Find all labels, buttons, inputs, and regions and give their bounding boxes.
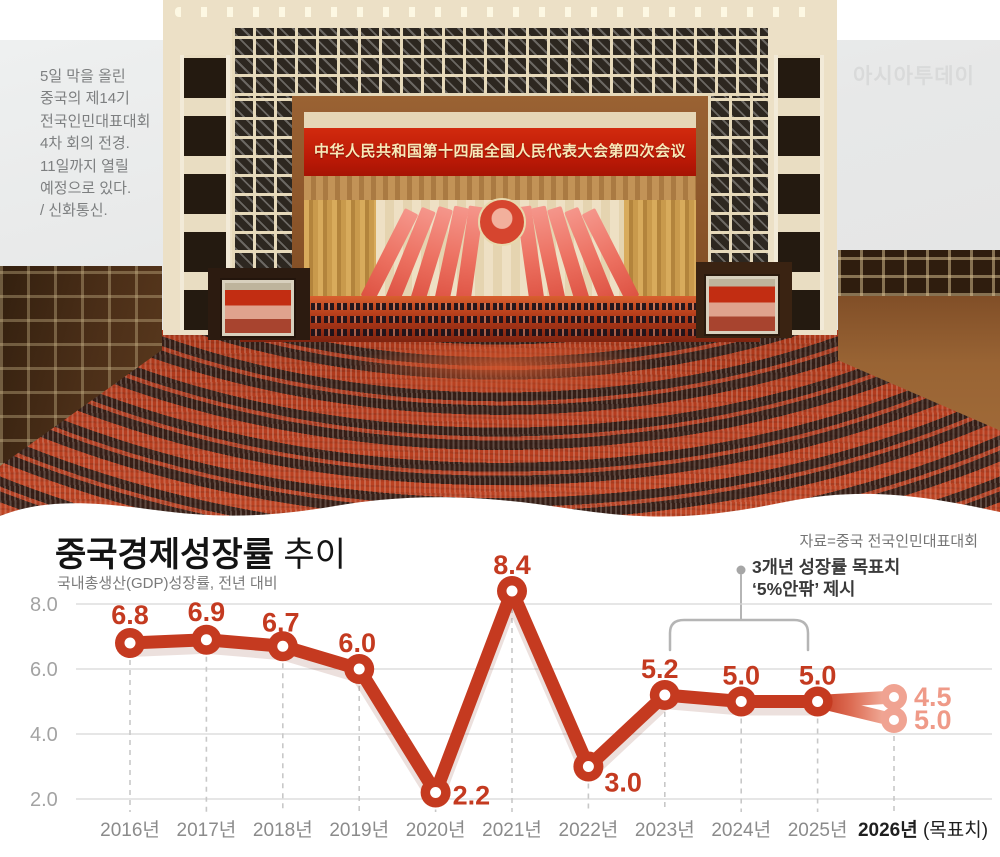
caption-line: 11일까지 열릴 [40,157,129,175]
national-emblem [478,198,526,246]
data-point-hole [200,634,212,646]
presidium-dais [240,296,760,342]
data-point-hole [506,585,518,597]
x-axis-label: 2016년 [100,819,160,841]
right-wall-windows [838,250,1000,296]
carpet-highlight [300,345,700,415]
x-axis-label: 2017년 [177,819,237,841]
y-axis-tick-label: 4.0 [30,724,58,746]
banner-wood-strip [304,176,696,200]
ceiling-lights [175,7,825,17]
data-point-hole [735,696,747,707]
caption-line: 5일 막을 올린 [40,68,126,85]
chart-subtitle: 국내총생산(GDP)성장률, 전년 대비 [57,575,278,592]
value-label: 6.0 [338,628,376,658]
coffered-band-top [232,28,768,96]
x-axis-label: 2024년 [711,819,771,841]
y-axis-tick-label: 2.0 [30,789,58,811]
annotation-line-2: ‘5%안팎’ 제시 [752,579,856,599]
chart-title-regular: 추이 [273,536,346,574]
data-point-hole [353,663,365,675]
value-label: 3.0 [604,768,642,798]
forecast-point-hole [889,715,899,725]
chart-title-bold: 중국경제성장률 [55,536,274,574]
x-axis-label: 2021년 [482,819,542,841]
x-axis-label: 2022년 [559,819,619,841]
caption-line: 중국의 제14기 [40,90,130,108]
value-label: 2.2 [453,781,491,811]
photo-torn-edge [0,493,1000,552]
value-label: 6.7 [262,607,300,637]
data-point-hole [659,689,671,701]
data-point-hole [277,640,289,652]
y-axis-tick-label: 6.0 [30,659,58,681]
data-point-hole [812,696,824,707]
data-point-hole [124,637,136,649]
gdp-growth-line-chart: 8.06.04.02.04.55.06.8 6.9 6.76.02.28.43.05… [30,550,992,841]
left-video-screen [222,280,294,336]
forecast-value-label: 5.0 [914,705,952,735]
annotation-line-1: 3개년 성장률 목표치 [752,557,901,577]
x-axis-label: 2019년 [329,819,389,841]
caption-line: 전국인민대표대회 [40,112,151,130]
chart-source: 자료=중국 전국인민대표대회 [799,533,978,550]
y-axis-tick-label: 8.0 [30,594,58,616]
x-axis-label: 2020년 [406,819,466,841]
annotation-bracket [668,618,810,652]
x-axis-label-forecast: 2026년 (목표치) [858,819,988,841]
value-label: 6.8 [111,600,149,630]
value-label: 8.4 [493,550,531,580]
data-point-hole [430,787,442,798]
caption-line: 예정으로 있다. [40,180,132,198]
right-video-screen [706,276,778,334]
presidium-row [246,329,754,336]
x-axis-label: 2018년 [253,819,313,841]
congress-banner: 中华人民共和国第十四届全国人民代表大会第四次会议 [304,128,696,176]
annotation-dot [736,565,746,575]
publisher-watermark: 아시아투데이 [853,65,975,88]
x-axis-label: 2025년 [788,819,848,841]
caption-line: / 신화통신. [40,202,108,220]
value-label: 5.2 [641,654,679,684]
caption-line: 4차 회의 전경. [40,135,130,153]
value-label: 5.0 [799,661,837,691]
x-axis-label: 2023년 [635,819,695,841]
presidium-row [246,316,754,323]
target-annotation: 3개년 성장률 목표치 ‘5%안팎’ 제시 [752,556,900,600]
value-label: 5.0 [722,661,760,691]
value-label: 6.9 [188,597,226,627]
chart-title: 중국경제성장률 추이 [55,527,346,576]
forecast-point-hole [889,692,899,702]
presidium-row [246,303,754,310]
data-point-hole [582,761,594,772]
forecast-value-label: 4.5 [914,682,952,712]
gdp-growth-line [129,584,818,799]
photo-caption: 5일 막을 올린 중국의 제14기 전국인민대표대회 4차 회의 전경. 11일… [40,66,170,223]
